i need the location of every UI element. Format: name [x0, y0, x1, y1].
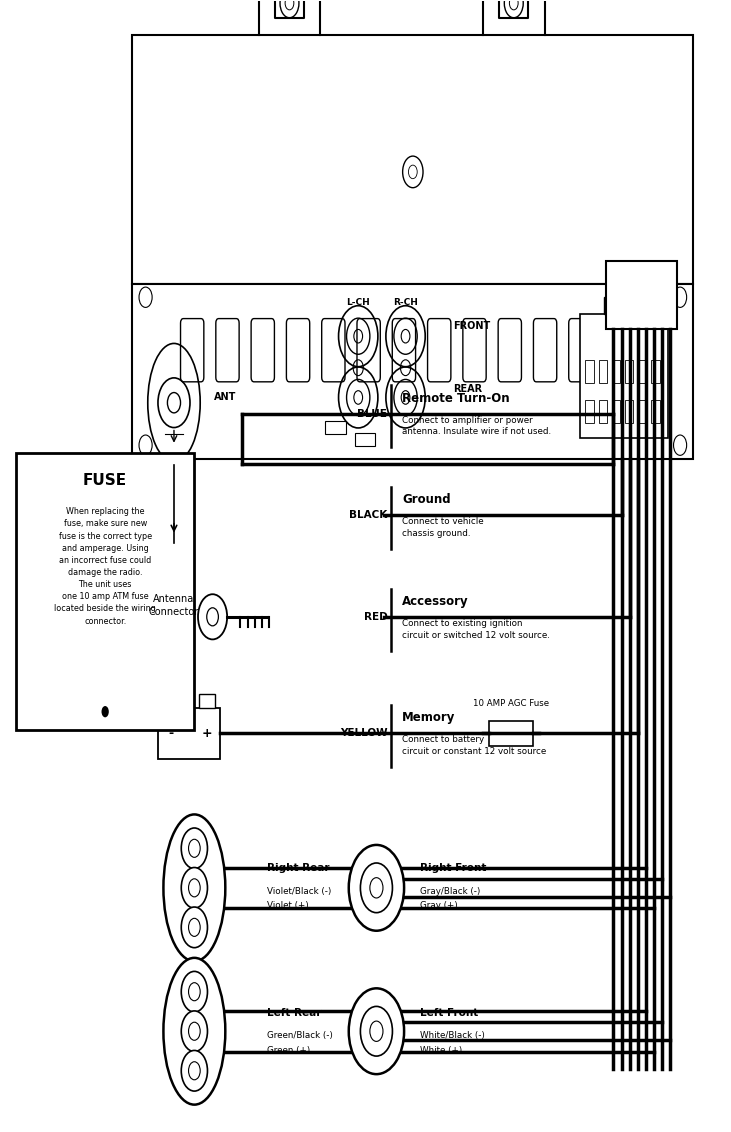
Text: -: -: [169, 727, 174, 739]
Text: Accessory: Accessory: [402, 594, 469, 608]
Text: White (+): White (+): [420, 1046, 463, 1055]
Text: R-CH: R-CH: [393, 298, 418, 307]
Bar: [651, 360, 659, 383]
Bar: [599, 360, 607, 383]
Text: REAR: REAR: [453, 384, 482, 394]
Bar: [16, 453, 194, 730]
Circle shape: [181, 1011, 208, 1052]
Circle shape: [349, 988, 404, 1074]
Circle shape: [181, 1050, 208, 1091]
Text: Ground: Ground: [402, 494, 450, 506]
Text: Violet/Black (-): Violet/Black (-): [268, 886, 332, 895]
Text: BLUE: BLUE: [357, 409, 387, 419]
Circle shape: [181, 971, 208, 1012]
Circle shape: [198, 594, 227, 640]
Text: ANT: ANT: [214, 392, 236, 402]
Circle shape: [102, 706, 109, 718]
Bar: [586, 400, 594, 422]
Text: Connect to existing ignition
circuit or switched 12 volt source.: Connect to existing ignition circuit or …: [402, 619, 550, 640]
Circle shape: [349, 844, 404, 931]
Bar: [651, 400, 659, 422]
Bar: [612, 360, 621, 383]
Bar: [586, 360, 594, 383]
Text: Connect to amplifier or power
antenna. Insulate wire if not used.: Connect to amplifier or power antenna. I…: [402, 415, 551, 436]
Bar: [200, 694, 216, 708]
Ellipse shape: [164, 958, 225, 1105]
Text: White/Black (-): White/Black (-): [420, 1031, 485, 1040]
Bar: [355, 432, 375, 446]
Bar: [605, 298, 644, 315]
Text: Memory: Memory: [402, 711, 455, 724]
Text: Gray/Black (-): Gray/Black (-): [420, 886, 480, 895]
Bar: [162, 694, 174, 708]
Text: Right Rear: Right Rear: [268, 863, 330, 873]
Circle shape: [181, 867, 208, 908]
Text: L-CH: L-CH: [346, 298, 370, 307]
Ellipse shape: [164, 814, 225, 961]
Text: RED: RED: [363, 611, 387, 621]
Text: Left Front: Left Front: [420, 1007, 478, 1018]
Text: Antenna
Connector: Antenna Connector: [149, 594, 199, 617]
Bar: [606, 261, 677, 329]
Circle shape: [181, 827, 208, 868]
Bar: [599, 400, 607, 422]
Bar: [489, 721, 533, 746]
Text: FRONT: FRONT: [453, 320, 491, 331]
Text: Connect to battery
circuit or constant 12 volt source: Connect to battery circuit or constant 1…: [402, 736, 546, 756]
Text: Green (+): Green (+): [268, 1046, 311, 1055]
Text: When replacing the
fuse, make sure new
fuse is the correct type
and amperage. Us: When replacing the fuse, make sure new f…: [54, 507, 156, 626]
Bar: [325, 421, 346, 435]
Bar: [625, 400, 634, 422]
Text: Left Rear: Left Rear: [268, 1007, 322, 1018]
Text: Right Front: Right Front: [420, 863, 487, 873]
Text: 10 AMP AGC Fuse: 10 AMP AGC Fuse: [473, 700, 549, 709]
Text: Connect to vehicle
chassis ground.: Connect to vehicle chassis ground.: [402, 517, 483, 538]
Text: +: +: [202, 727, 212, 739]
Bar: [158, 708, 220, 758]
Text: BLACK: BLACK: [349, 511, 387, 521]
Circle shape: [167, 393, 181, 413]
Bar: [625, 360, 634, 383]
Bar: [132, 35, 693, 284]
Text: FUSE: FUSE: [83, 473, 127, 488]
Text: YELLOW: YELLOW: [340, 728, 387, 738]
Circle shape: [181, 907, 208, 947]
Text: Gray (+): Gray (+): [420, 901, 458, 910]
Text: Green/Black (-): Green/Black (-): [268, 1031, 333, 1040]
Circle shape: [360, 1006, 393, 1056]
Text: Remote Turn-On: Remote Turn-On: [402, 392, 510, 404]
Circle shape: [360, 863, 393, 912]
Bar: [638, 360, 647, 383]
Text: Violet (+): Violet (+): [268, 901, 309, 910]
Bar: [132, 284, 693, 458]
Bar: [638, 400, 647, 422]
Bar: [580, 315, 667, 438]
Bar: [612, 400, 621, 422]
